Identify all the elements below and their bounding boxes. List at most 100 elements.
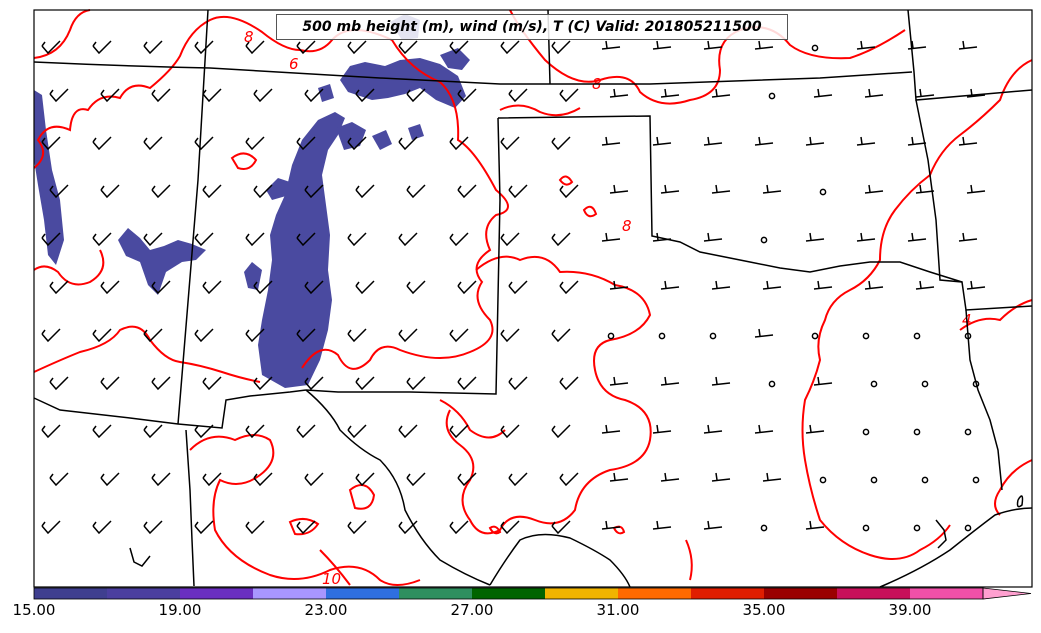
state-border <box>965 309 1003 491</box>
wind-barb <box>913 428 921 436</box>
colorbar-segment <box>618 588 691 599</box>
wind-barb <box>559 472 579 487</box>
wind-barb <box>768 380 776 388</box>
wind-barb <box>915 88 935 98</box>
shading-region <box>372 130 392 150</box>
wind-barb <box>703 136 723 146</box>
wind-barb <box>41 40 61 55</box>
wind-barb <box>609 88 629 98</box>
wind-barb <box>92 328 112 343</box>
colorbar-segment <box>910 588 983 599</box>
wind-barb <box>100 472 120 487</box>
colorbar-segment <box>472 588 545 599</box>
wind-barb <box>100 88 120 103</box>
wind-barb <box>245 136 265 151</box>
wind-barb <box>398 136 418 151</box>
wind-barb <box>49 88 69 103</box>
wind-barb <box>805 424 825 434</box>
wind-barb <box>754 424 774 434</box>
wind-barb <box>856 40 876 50</box>
map-area <box>34 10 1032 587</box>
colorbar-segment <box>34 588 107 599</box>
contour-label: 6 <box>289 55 299 73</box>
wind-barb <box>457 472 477 487</box>
wind-barb <box>964 524 972 532</box>
wind-barb <box>500 328 520 343</box>
state-borders <box>33 9 1033 588</box>
colorbar-segment <box>253 588 326 599</box>
wind-barb <box>966 88 986 98</box>
wind-barb <box>609 280 629 290</box>
shading-region <box>408 124 424 140</box>
wind-barb <box>551 40 571 55</box>
wind-barb <box>864 88 884 98</box>
colorbar-tick-label: 31.00 <box>596 601 640 619</box>
wind-barb <box>151 376 171 391</box>
wind-barb <box>551 328 571 343</box>
wind-barb <box>304 376 324 391</box>
wind-barb <box>398 232 418 247</box>
wind-barb <box>601 136 621 146</box>
wind-barb <box>500 136 520 151</box>
wind-barb <box>703 40 723 50</box>
wind-barb <box>449 520 469 535</box>
wind-barb <box>194 328 214 343</box>
wind-barb <box>609 184 629 194</box>
wind-barb <box>253 184 273 199</box>
wind-barb <box>607 332 615 340</box>
colorbar-segment <box>107 588 180 599</box>
wind-barb <box>856 136 876 146</box>
temperature-contour <box>230 152 258 170</box>
wind-barb <box>449 136 469 151</box>
wind-barb <box>819 476 827 484</box>
wind-barb <box>864 184 884 194</box>
shading-region <box>266 178 290 200</box>
temperature-contour <box>582 205 598 218</box>
wind-barb <box>49 376 69 391</box>
wind-barb <box>296 136 316 151</box>
map-title: 500 mb height (m), wind (m/s), T (C) Val… <box>276 14 788 40</box>
temperature-contour <box>801 59 1033 560</box>
wind-barb <box>253 88 273 103</box>
wind-barb <box>660 472 680 482</box>
wind-barb <box>760 524 768 532</box>
wind-barb <box>398 424 418 439</box>
wind-barb <box>805 136 825 146</box>
state-border <box>305 389 491 586</box>
wind-barb <box>457 280 477 295</box>
shading-region <box>336 122 366 150</box>
coastline <box>129 547 151 567</box>
wind-barb <box>711 472 731 482</box>
wind-barb <box>500 520 520 535</box>
wind-barb <box>652 136 672 146</box>
wind-barb <box>92 232 112 247</box>
wind-barb <box>508 472 528 487</box>
wind-barb <box>768 92 776 100</box>
wind-barb <box>143 520 163 535</box>
colorbar-segment <box>180 588 253 599</box>
wind-barb <box>194 520 214 535</box>
wind-barb <box>660 184 680 194</box>
colorbar-segment <box>764 588 837 599</box>
map-frame <box>33 9 1033 588</box>
colorbar-tick-label: 35.00 <box>742 601 786 619</box>
wind-barb <box>972 380 980 388</box>
wind-barb <box>660 88 680 98</box>
wind-barb <box>559 184 579 199</box>
colorbar-tick-label: 23.00 <box>304 601 348 619</box>
coastline <box>1016 495 1024 508</box>
wind-barb <box>609 472 629 482</box>
wind-barb <box>703 520 723 530</box>
colorbar-segment <box>837 588 910 599</box>
wind-barb <box>355 376 375 391</box>
temperature-contour <box>445 255 652 535</box>
wind-barb <box>100 184 120 199</box>
temperature-contour <box>685 539 693 581</box>
wind-barb <box>143 40 163 55</box>
wind-barb <box>709 332 717 340</box>
wind-barb <box>457 88 477 103</box>
wind-barb <box>508 376 528 391</box>
temperature-contour <box>488 525 502 535</box>
wind-barb <box>41 424 61 439</box>
wind-barb <box>762 184 782 194</box>
